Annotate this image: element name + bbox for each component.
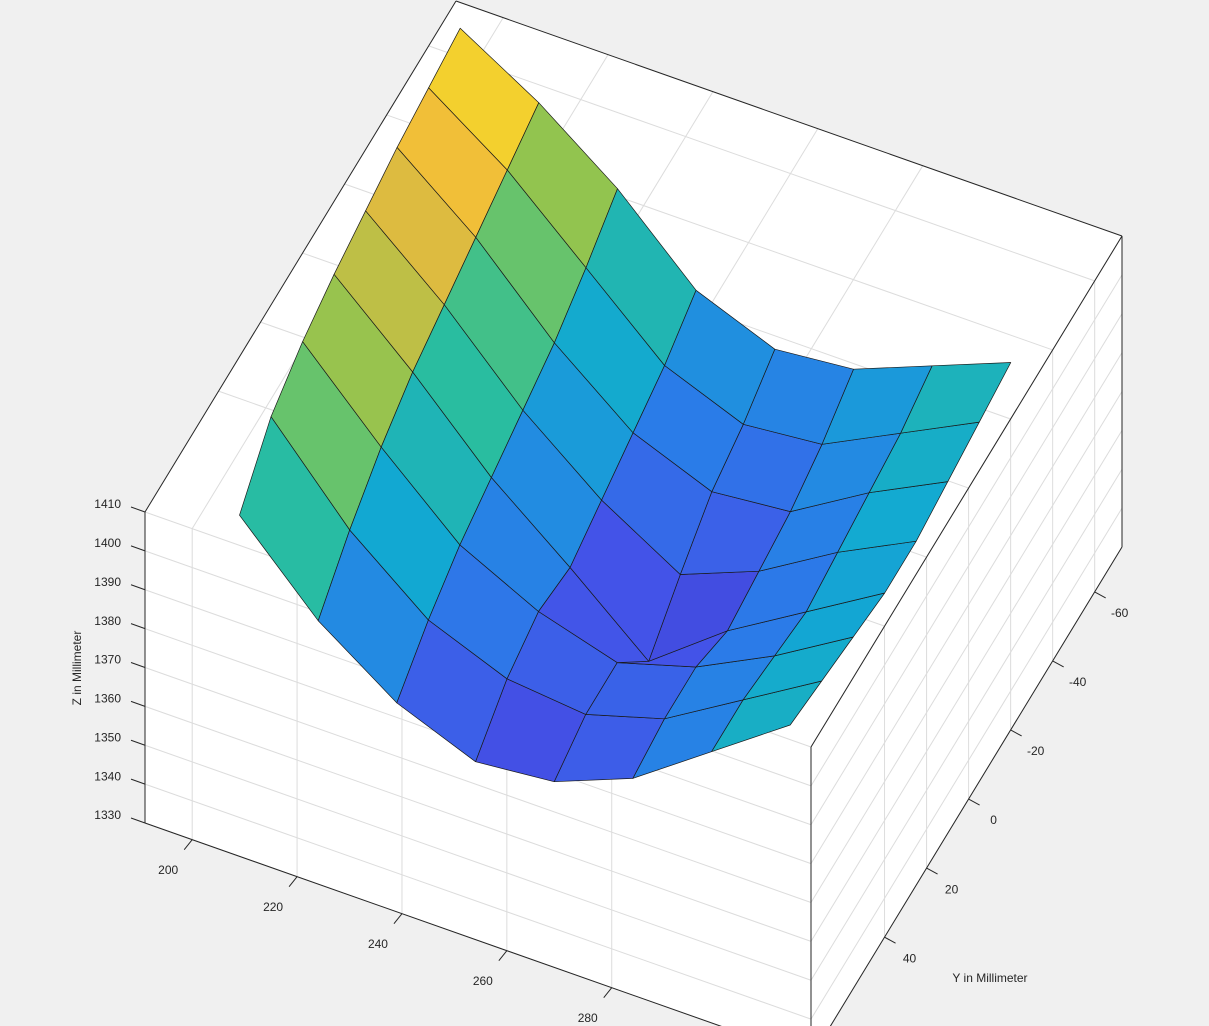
- z-tick-label: 1400: [94, 536, 121, 550]
- x-tick-label: 200: [158, 863, 178, 877]
- z-tick-label: 1380: [94, 614, 121, 628]
- z-tick: [130, 739, 146, 746]
- axes: 200 220 240 260 280 -60 -40 -20 0 20 40 1330 1340 135…: [94, 0, 1129, 1026]
- grid-line: [144, 705, 812, 942]
- grid-line: [428, 45, 1095, 282]
- front-wall: [145, 512, 811, 1026]
- box-edge: [829, 546, 1123, 1026]
- box-edge: [144, 0, 457, 513]
- y-axis-label: Y in Millimeter: [952, 971, 1027, 985]
- grid-line: [810, 313, 1123, 826]
- grid-line: [144, 783, 812, 1020]
- grid-line: [810, 468, 1123, 981]
- z-tick-label: 1410: [94, 497, 121, 511]
- z-tick-label: 1350: [94, 730, 121, 744]
- y-tick: [884, 936, 896, 944]
- x-tick: [603, 987, 613, 998]
- z-tick-label: 1330: [94, 808, 121, 822]
- x-tick-label: 280: [578, 1011, 598, 1025]
- y-tick-label: 20: [945, 882, 959, 896]
- box-edge: [455, 0, 1123, 237]
- x-tick: [498, 950, 508, 961]
- z-tick: [130, 817, 146, 824]
- grid-line: [810, 430, 1123, 942]
- surface-face: [664, 289, 776, 425]
- y-tick-label: 0: [990, 813, 997, 827]
- grid-line: [810, 507, 1123, 1020]
- y-tick: [926, 867, 938, 875]
- y-tick-label: 40: [903, 951, 917, 965]
- z-axis-label: Z in Millimeter: [70, 631, 84, 706]
- z-tick: [130, 662, 146, 668]
- x-tick-label: 240: [368, 937, 388, 951]
- z-tick-label: 1370: [94, 653, 121, 667]
- y-tick-label: -40: [1069, 675, 1087, 689]
- x-tick-label: 260: [473, 974, 493, 988]
- z-tick-label: 1360: [94, 692, 121, 706]
- y-tick-label: -60: [1111, 606, 1129, 620]
- z-tick-label: 1340: [94, 769, 121, 783]
- grid-line: [810, 352, 1123, 864]
- z-tick: [130, 545, 146, 552]
- x-tick: [183, 839, 193, 850]
- x-tick-label: 220: [263, 900, 283, 914]
- y-tick: [1010, 729, 1022, 737]
- z-tick: [130, 623, 146, 630]
- z-tick: [130, 778, 146, 785]
- z-tick: [130, 506, 146, 513]
- x-tick: [288, 876, 298, 887]
- box-edge: [810, 235, 1123, 748]
- z-tick: [130, 584, 146, 591]
- z-tick-label: 1390: [94, 575, 121, 589]
- grid-line: [144, 667, 812, 903]
- y-tick: [1094, 591, 1106, 599]
- box-edge: [144, 822, 722, 1026]
- z-tick: [130, 700, 146, 707]
- grid-line: [810, 274, 1123, 787]
- grid-line: [810, 391, 1123, 903]
- y-tick: [968, 798, 980, 806]
- grid-line: [144, 744, 812, 981]
- surface: [239, 27, 1012, 783]
- side-wall: [811, 236, 1122, 1026]
- x-tick: [393, 913, 403, 924]
- y-tick: [1052, 660, 1064, 668]
- y-tick-label: -20: [1027, 744, 1045, 758]
